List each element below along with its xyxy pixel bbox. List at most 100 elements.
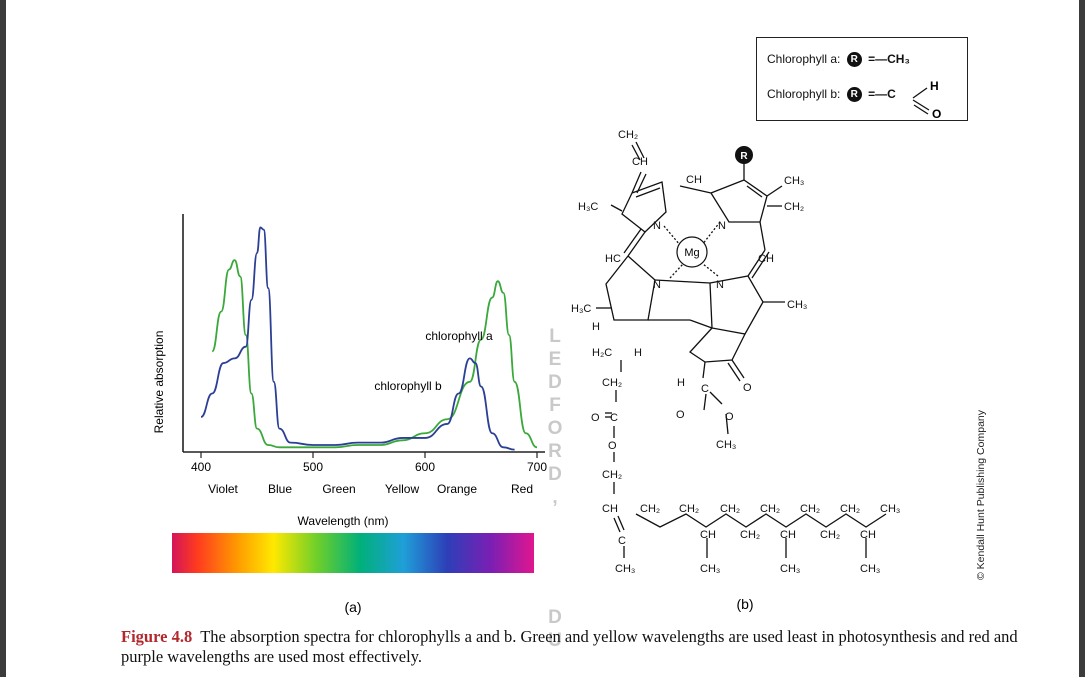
left-frame-edge [0, 0, 6, 677]
x-tick-label-400: 400 [191, 460, 211, 474]
panel-b-label: (b) [736, 596, 753, 612]
color-name-orange: Orange [437, 482, 477, 496]
x-tick-labels: 400 500 600 700 [191, 460, 547, 474]
watermark-letter: O [547, 418, 563, 439]
atom-ch2-p4: CH₂ [760, 503, 780, 515]
atom-ch2-p3: CH₂ [720, 503, 740, 515]
atom-ch3-chain-1: CH₃ [615, 563, 635, 575]
atom-ch2-p2: CH₂ [679, 503, 699, 515]
watermark-letter: F [549, 395, 561, 416]
atom-ch3-ester: CH₃ [716, 439, 736, 451]
legend-row-a: Chlorophyll a: R =—CH₃ [767, 52, 910, 68]
atom-ch-p10: CH [780, 529, 796, 541]
aldehyde-fragment: H O [912, 79, 941, 118]
watermark-letter: E [548, 349, 562, 370]
atom-ch-bridge: CH [686, 174, 702, 186]
watermark-letter: D [548, 464, 562, 485]
watermark-lower: D U [541, 606, 569, 652]
series-line-chlorophyll-a [211, 259, 538, 449]
x-tick-label-500: 500 [303, 460, 323, 474]
atom-n-2: N [718, 220, 726, 232]
atom-ch2-p9: CH₂ [740, 529, 760, 541]
color-name-yellow: Yellow [385, 482, 420, 496]
atom-ch3-p7: CH₃ [880, 503, 900, 515]
copyright-notice: © Kendall Hunt Publishing Company [975, 410, 987, 580]
atom-ch-chain: CH [602, 503, 618, 515]
pyrrole-ring-1 [621, 181, 667, 233]
atom-ch3-p13: CH₃ [700, 563, 720, 575]
atom-ch3-lower-right: CH₃ [787, 299, 807, 311]
aldehyde-o: O [932, 107, 941, 118]
absorption-chart: 400 500 600 700 Relative absorption chlorop… [152, 214, 547, 615]
legend-group-b: =—C [868, 87, 896, 101]
phytol-chain [635, 513, 887, 528]
atom-h-ester: H [677, 377, 685, 389]
figure-caption: Figure 4.8 The absorption spectra for chl… [121, 627, 1021, 667]
right-frame-edge [1079, 0, 1085, 677]
atom-c-chain: C [618, 535, 626, 547]
atom-o-ketone: O [743, 382, 752, 394]
chlorophyll-r-group-legend: Chlorophyll a: R =—CH₃ Chlorophyll b: R … [756, 37, 968, 121]
chlorophyll-b-annotation: chlorophyll b [374, 379, 442, 393]
x-tick-label-700: 700 [527, 460, 547, 474]
atom-o-ester: O [725, 411, 734, 423]
atom-ch2-chain-1: CH₂ [602, 377, 622, 389]
mg-atom-circle [676, 236, 708, 268]
pyrrole-ring-3 [605, 255, 656, 321]
panel-a-label: (a) [344, 599, 361, 615]
x-tick-marks [200, 452, 538, 458]
atom-hc-left: HC [605, 253, 621, 265]
atom-ch3-p14: CH₃ [780, 563, 800, 575]
atom-n-1: N [653, 220, 661, 232]
atom-ch2-chain-2: CH₂ [602, 469, 622, 481]
atom-o-carbonyl: O [591, 412, 600, 424]
color-name-green: Green [322, 482, 355, 496]
atom-h3c-left: H₃C [578, 201, 598, 213]
x-tick-label-600: 600 [415, 460, 435, 474]
atom-ch2-right: CH₂ [784, 201, 804, 213]
color-spectrum-bar [172, 533, 534, 573]
atom-ch2-p11: CH₂ [820, 529, 840, 541]
atom-ch-p8: CH [700, 529, 716, 541]
x-axis-label: Wavelength (nm) [298, 514, 389, 528]
r-group-symbol: R [846, 52, 862, 68]
chlorophyll-a-annotation: chlorophyll a [425, 329, 493, 343]
watermark-letter: D [548, 607, 562, 628]
atom-ch-top: CH [632, 156, 648, 168]
atom-n-3: N [653, 279, 661, 291]
atom-ch3-right: CH₃ [784, 175, 804, 187]
watermark-letter: U [548, 630, 562, 651]
series-group [200, 226, 538, 451]
pyrrole-ring-2 [710, 179, 768, 223]
mg-atom: Mg [684, 247, 699, 259]
y-axis-label: Relative absorption [152, 331, 166, 434]
legend-name-a: Chlorophyll a: [767, 52, 841, 66]
color-name-blue: Blue [268, 482, 292, 496]
watermark-letter: , [552, 487, 558, 508]
caption-text: The absorption spectra for chlorophylls … [121, 627, 1018, 666]
series-line-chlorophyll-b [200, 226, 515, 451]
atom-h3c-lower: H₃C [571, 303, 591, 315]
legend-row-b: Chlorophyll b: R =—C [767, 87, 896, 103]
r-group-symbol: R [740, 151, 748, 162]
atom-ch2-p1: CH₂ [640, 503, 660, 515]
atom-c-carbonyl: C [610, 412, 618, 424]
atom-n-4: N [716, 279, 724, 291]
pyrrole-ring-4 [709, 275, 764, 335]
r-group-symbol: R [846, 87, 862, 103]
atom-ch2-p6: CH₂ [840, 503, 860, 515]
atom-ch2-p5: CH₂ [800, 503, 820, 515]
chlorophyll-structure: CH₂ CH H₃C CH CH₃ CH₂ N N N N HC CH H₃C … [571, 129, 900, 612]
atom-ch-right: CH [758, 253, 774, 265]
atom-h2c: H₂C [592, 347, 612, 359]
atom-o-link: O [608, 440, 617, 452]
watermark-letter: D [548, 372, 562, 393]
r-group-circle [735, 146, 753, 164]
atom-h-chain: H [634, 347, 642, 359]
legend-name-b: Chlorophyll b: [767, 87, 841, 101]
atom-ch3-p15: CH₃ [860, 563, 880, 575]
color-names: Violet Blue Green Yellow Orange Red [208, 482, 533, 496]
atom-ch2-top: CH₂ [618, 129, 638, 141]
aldehyde-h: H [930, 79, 939, 93]
watermark: L E D F O R D , [541, 325, 569, 509]
